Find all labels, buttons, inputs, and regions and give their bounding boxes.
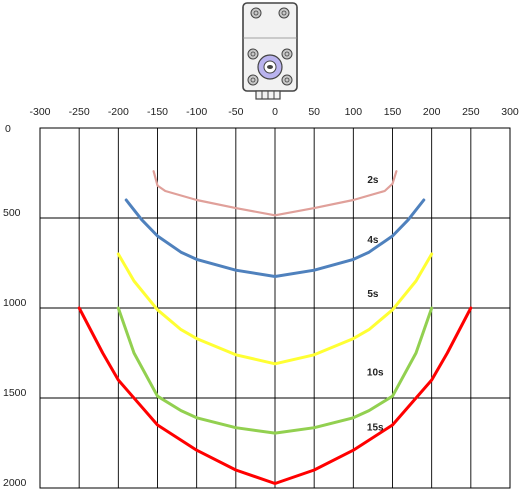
- y-tick-label: 2000: [3, 477, 27, 489]
- y-tick-label: 1000: [3, 297, 27, 309]
- x-tick-label: 0: [272, 106, 278, 118]
- series-line-15s: [77, 306, 473, 485]
- series-label-2s: 2s: [367, 175, 379, 186]
- x-tick-label: -100: [186, 106, 207, 118]
- series-line-4s: [124, 198, 426, 278]
- x-tick-label: -200: [108, 106, 129, 118]
- x-tick-label: 50: [308, 106, 320, 118]
- x-tick-label: -50: [228, 106, 243, 118]
- series-label-5s: 5s: [367, 289, 379, 300]
- sensor-device-icon: [242, 2, 298, 100]
- x-tick-label: 200: [423, 106, 441, 118]
- x-tick-label: 300: [501, 106, 519, 118]
- series-line-2s: [152, 170, 398, 217]
- series-line-10s: [116, 306, 434, 435]
- x-tick-label: 100: [345, 106, 363, 118]
- y-tick-label: 0: [5, 123, 11, 135]
- y-tick-label: 500: [3, 207, 21, 219]
- series-label-15s: 15s: [367, 422, 384, 433]
- x-tick-label: 150: [384, 106, 402, 118]
- x-tick-label: -150: [147, 106, 168, 118]
- series-label-10s: 10s: [367, 368, 384, 379]
- x-tick-label: 250: [462, 106, 480, 118]
- y-tick-label: 1500: [3, 387, 27, 399]
- series-label-4s: 4s: [367, 235, 379, 246]
- plot-border: [39, 127, 511, 489]
- x-tick-label: -300: [29, 106, 50, 118]
- x-tick-label: -250: [69, 106, 90, 118]
- series-line-5s: [116, 252, 434, 366]
